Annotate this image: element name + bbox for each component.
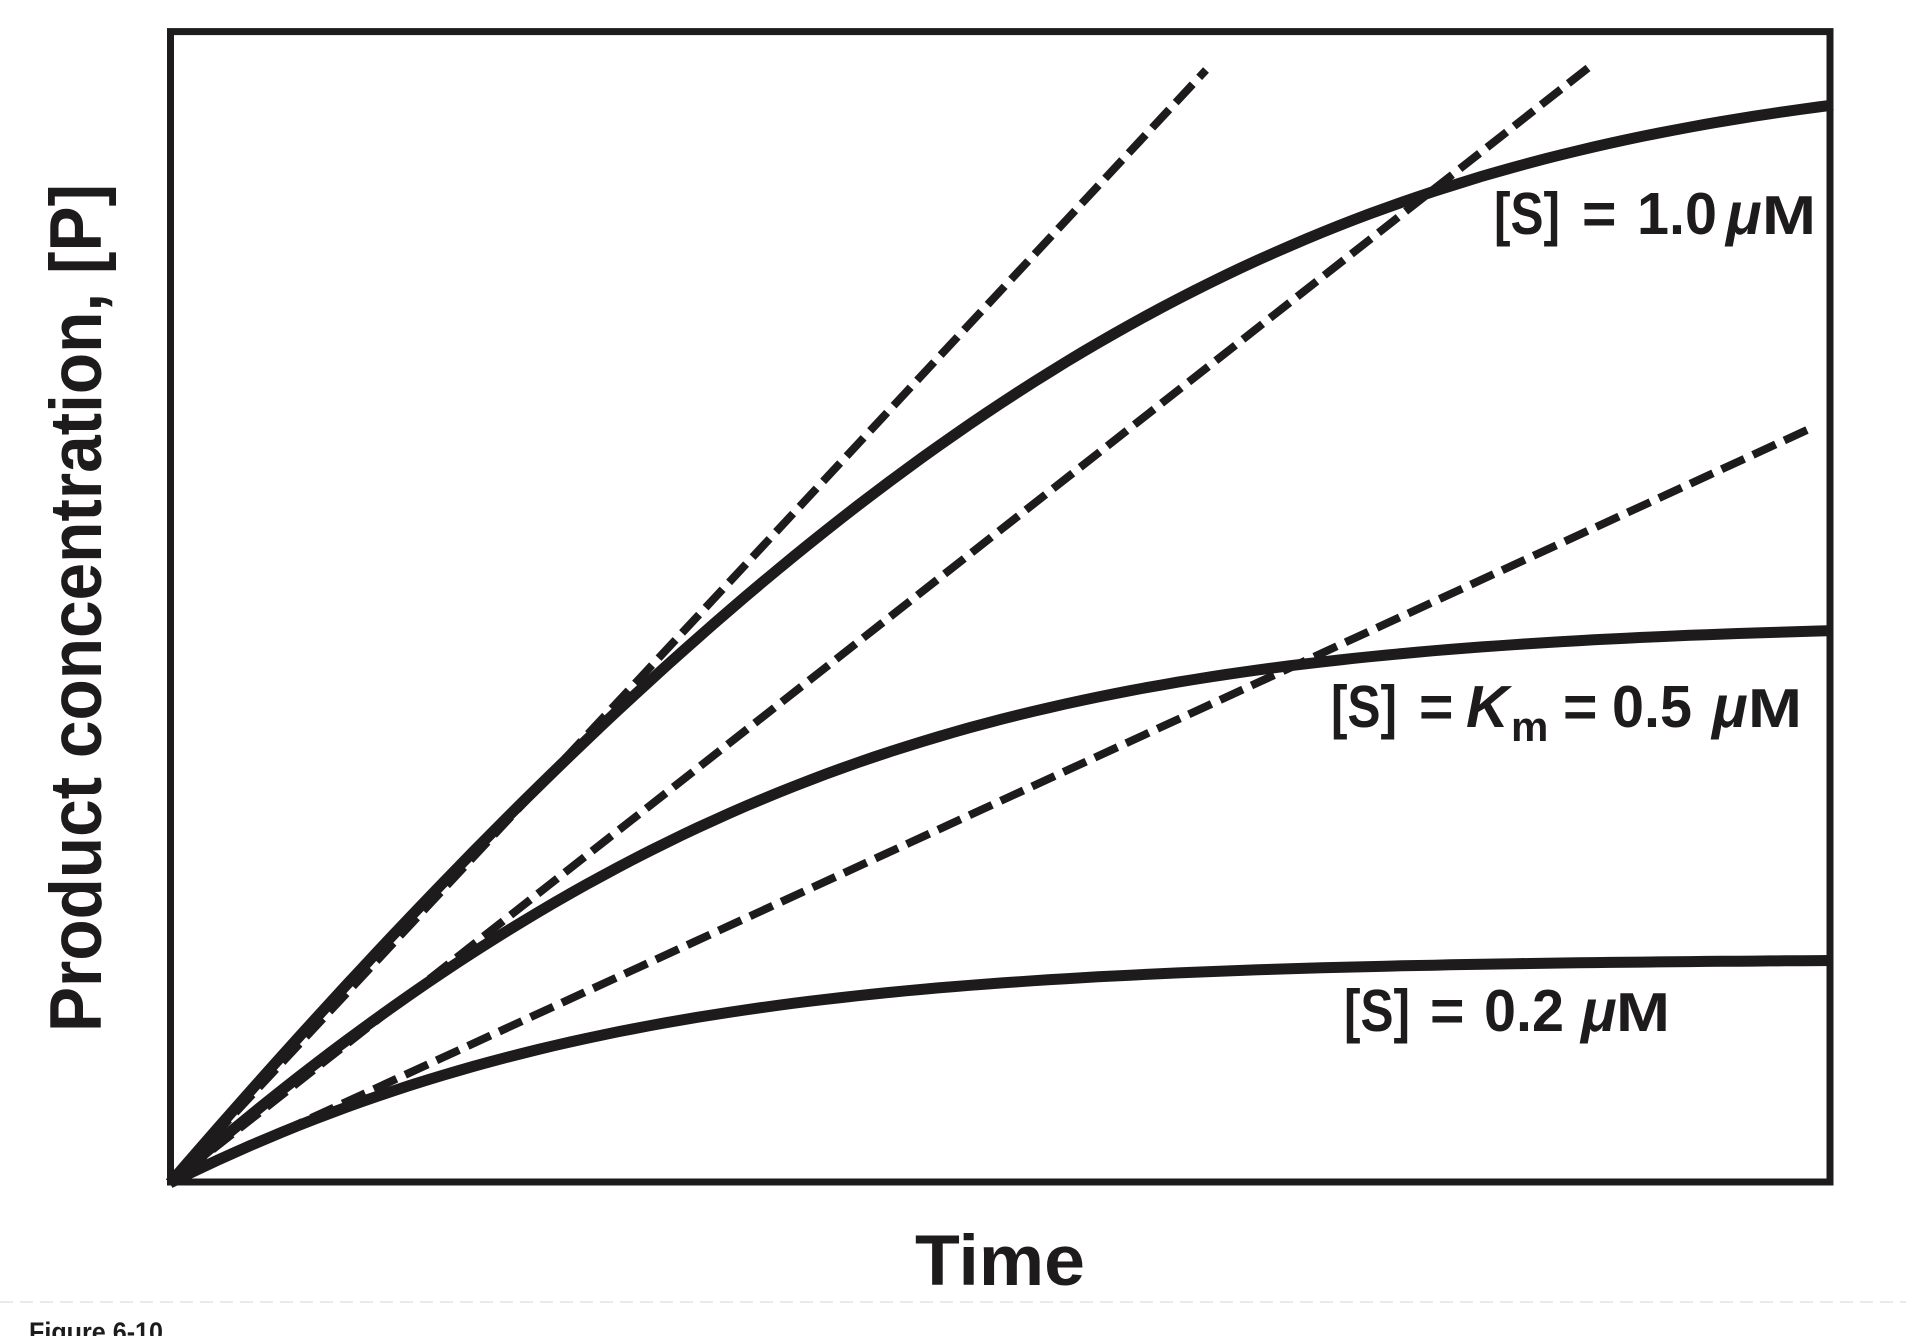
svg-text:Figure 6-10: Figure 6-10 bbox=[29, 1317, 163, 1336]
svg-text:Product concentration, [P]: Product concentration, [P] bbox=[36, 184, 117, 1032]
svg-text:[S]: [S] bbox=[1331, 674, 1397, 740]
svg-text:K: K bbox=[1466, 674, 1513, 740]
svg-text:M: M bbox=[1616, 981, 1670, 1043]
svg-text:Time: Time bbox=[915, 1222, 1085, 1301]
svg-text:μ: μ bbox=[1710, 674, 1748, 740]
svg-text:M: M bbox=[1762, 184, 1816, 246]
svg-text:1.0: 1.0 bbox=[1637, 181, 1717, 247]
svg-text:μ: μ bbox=[1724, 181, 1762, 247]
svg-text:=: = bbox=[1430, 978, 1464, 1044]
svg-text:=: = bbox=[1419, 674, 1453, 740]
svg-text:[S]: [S] bbox=[1344, 978, 1410, 1044]
svg-text:[S]: [S] bbox=[1494, 181, 1560, 247]
svg-text:=: = bbox=[1582, 181, 1616, 247]
svg-text:M: M bbox=[1748, 677, 1802, 739]
svg-text:m: m bbox=[1511, 703, 1548, 750]
svg-text:μ: μ bbox=[1579, 978, 1617, 1044]
svg-text:=: = bbox=[1563, 674, 1597, 740]
svg-text:0.5: 0.5 bbox=[1612, 674, 1692, 740]
svg-text:0.2: 0.2 bbox=[1484, 978, 1564, 1044]
